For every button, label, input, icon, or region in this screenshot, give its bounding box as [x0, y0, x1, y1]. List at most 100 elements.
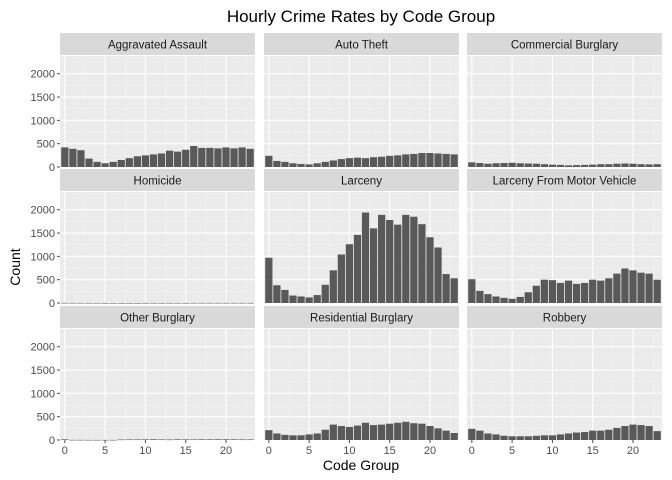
- bar: [540, 279, 548, 303]
- bar: [133, 302, 141, 304]
- y-tick-label: 2000: [31, 205, 55, 217]
- bar: [273, 285, 281, 303]
- bar: [214, 148, 222, 167]
- bar: [281, 161, 289, 167]
- bar: [572, 165, 581, 167]
- bar: [402, 214, 410, 303]
- bar: [524, 163, 532, 167]
- bar: [230, 302, 238, 304]
- bar: [637, 272, 645, 303]
- bar: [589, 430, 597, 440]
- bar: [101, 302, 109, 304]
- bar: [77, 150, 85, 167]
- bar: [564, 165, 573, 167]
- x-tick-label: 15: [180, 445, 192, 457]
- bar: [468, 162, 476, 167]
- bar: [281, 434, 289, 440]
- bar: [613, 273, 621, 303]
- bar: [597, 164, 605, 167]
- y-tick-label: 1000: [31, 251, 55, 263]
- bar: [386, 219, 394, 303]
- bar: [361, 158, 370, 167]
- bar: [581, 164, 589, 167]
- bar: [378, 424, 386, 440]
- bar: [556, 434, 565, 440]
- bar: [61, 147, 69, 167]
- x-tick-label: 20: [424, 445, 436, 457]
- panel-background: [467, 56, 662, 167]
- bar: [548, 435, 557, 440]
- bar: [157, 439, 166, 441]
- bar: [621, 426, 629, 440]
- bar: [273, 433, 281, 440]
- bar: [305, 297, 313, 303]
- facet-strip: [467, 306, 662, 328]
- bar: [222, 439, 230, 440]
- bar: [426, 237, 434, 303]
- bar: [645, 273, 653, 303]
- bar: [492, 296, 500, 303]
- facet-strip: [60, 33, 255, 55]
- bar: [222, 147, 230, 167]
- bar: [361, 212, 370, 303]
- y-tick-label: 1000: [31, 115, 55, 127]
- y-tick-label: 0: [49, 162, 55, 174]
- x-tick-label: 10: [546, 445, 558, 457]
- bar: [556, 164, 565, 167]
- bar: [548, 280, 557, 303]
- bar: [516, 296, 524, 303]
- bar: [206, 302, 214, 304]
- bar: [141, 155, 150, 167]
- bar: [450, 433, 458, 440]
- y-tick-label: 2000: [31, 69, 55, 81]
- chart-title: Hourly Crime Rates by Code Group: [227, 7, 495, 26]
- x-tick-label: 0: [469, 445, 475, 457]
- bar: [581, 432, 589, 440]
- bar: [516, 436, 524, 440]
- bar: [386, 155, 394, 167]
- bar: [117, 160, 125, 167]
- bar: [410, 153, 418, 167]
- facet-panel: Robbery 0 5 10 15 20: [467, 306, 662, 457]
- bar: [61, 302, 69, 304]
- facet-panel: Commercial Burglary: [467, 33, 662, 168]
- bar: [289, 295, 297, 303]
- bar: [246, 148, 254, 167]
- x-tick-label: 15: [384, 445, 396, 457]
- facet-strip: [60, 306, 255, 328]
- bar: [174, 302, 182, 304]
- x-tick-label: 5: [102, 445, 108, 457]
- y-tick-label: 500: [37, 275, 55, 287]
- bar: [589, 164, 597, 167]
- bar: [524, 292, 532, 303]
- bar: [621, 268, 629, 303]
- y-tick-label: 0: [49, 298, 55, 310]
- panel-background: [60, 192, 255, 303]
- y-tick-label: 1500: [31, 365, 55, 377]
- bar: [265, 155, 273, 167]
- bar: [345, 426, 354, 440]
- bar: [426, 153, 434, 167]
- x-tick-label: 0: [62, 445, 68, 457]
- bar: [321, 284, 329, 303]
- bar: [394, 155, 402, 167]
- bar: [353, 157, 362, 167]
- bar: [508, 162, 516, 167]
- x-tick-label: 5: [306, 445, 312, 457]
- x-tick-label: 20: [220, 445, 232, 457]
- bar: [230, 148, 238, 167]
- bar: [613, 163, 621, 167]
- bar: [581, 282, 589, 303]
- bar: [629, 270, 637, 303]
- bar: [93, 439, 101, 441]
- bar: [313, 433, 321, 440]
- bar: [564, 280, 573, 303]
- bar: [321, 429, 329, 440]
- bar: [476, 163, 484, 167]
- x-tick-label: 15: [587, 445, 599, 457]
- facet-strip-label: Robbery: [543, 313, 587, 325]
- bar: [246, 439, 254, 441]
- bar: [378, 156, 386, 167]
- bar: [442, 430, 450, 440]
